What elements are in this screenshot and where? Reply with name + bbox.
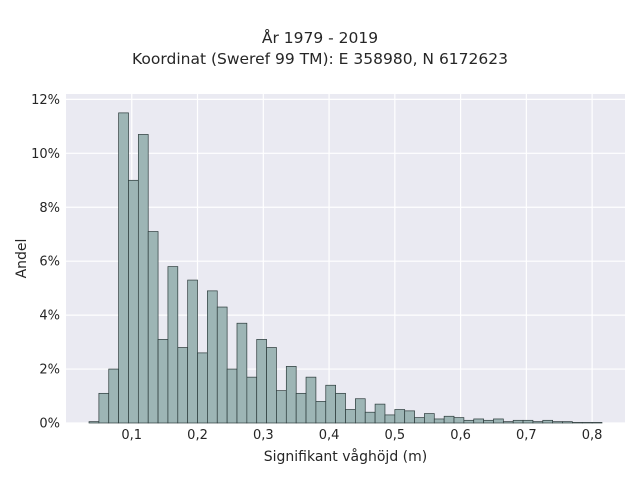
grid-lines (66, 94, 625, 424)
x-tick-label: 0,1 (121, 428, 142, 443)
histogram-bar (374, 403, 386, 424)
histogram-bar (424, 413, 435, 424)
histogram-bar (157, 339, 169, 424)
histogram-bar (364, 411, 376, 424)
y-tick-labels: 0% 2% 4% 6% 8% 10% 12% (31, 93, 60, 432)
histogram-bar (532, 421, 544, 424)
histogram-bar (325, 384, 336, 424)
histogram-bar (581, 422, 593, 424)
histogram-bar (433, 418, 445, 424)
histogram-bar (394, 409, 406, 424)
y-tick-label: 0% (39, 417, 60, 432)
histogram-bar (483, 419, 494, 424)
chart-title-line-1: År 1979 - 2019 (261, 29, 379, 47)
histogram-bar (591, 422, 603, 424)
histogram-bars (88, 112, 603, 424)
histogram-bar (295, 392, 307, 424)
x-tick-labels: 0,1 0,2 0,3 0,4 0,5 0,6 0,7 0,8 (121, 428, 602, 443)
histogram-bar (522, 419, 534, 424)
histogram-bar (552, 421, 563, 424)
histogram-bar (167, 266, 179, 424)
y-tick-label: 8% (39, 201, 60, 216)
histogram-bar (384, 414, 396, 424)
histogram-bar (355, 398, 366, 424)
x-tick-label: 0,2 (187, 428, 208, 443)
y-tick-label: 4% (39, 309, 60, 324)
histogram-bar (108, 368, 119, 424)
histogram-bar (414, 417, 425, 424)
histogram-bar (207, 290, 218, 424)
histogram-bar (345, 409, 356, 424)
histogram-bar (512, 419, 524, 424)
histogram-bar (118, 112, 129, 424)
x-tick-label: 0,6 (450, 428, 471, 443)
x-tick-label: 0,8 (582, 428, 603, 443)
histogram-bar (246, 376, 258, 424)
chart-title-line-2: Koordinat (Sweref 99 TM): E 358980, N 61… (132, 50, 508, 68)
histogram-bar (88, 421, 100, 424)
histogram-bar (236, 322, 248, 424)
histogram-bar (197, 352, 208, 424)
histogram-bar (453, 417, 465, 424)
y-tick-label: 10% (31, 147, 60, 162)
histogram-bar (542, 419, 554, 424)
histogram-bar (128, 179, 139, 424)
histogram-bar (315, 401, 327, 424)
histogram-bar (256, 339, 267, 424)
y-tick-label: 12% (31, 93, 60, 108)
histogram-bar (572, 422, 583, 424)
histogram-bar (305, 376, 317, 424)
x-tick-label: 0,3 (253, 428, 274, 443)
histogram-bar (137, 134, 149, 424)
histogram-bar (98, 392, 110, 424)
histogram-bar (493, 418, 504, 424)
y-tick-label: 2% (39, 363, 60, 378)
y-tick-label: 6% (39, 255, 60, 270)
histogram-bar (404, 410, 415, 424)
histogram-bar (473, 418, 484, 424)
histogram-bar (147, 231, 159, 424)
x-tick-label: 0,4 (319, 428, 340, 443)
x-tick-label: 0,5 (384, 428, 405, 443)
histogram-bar (187, 279, 198, 424)
histogram-bar (285, 366, 297, 424)
histogram-bar (562, 421, 573, 424)
histogram-bar (276, 390, 287, 424)
histogram-bar (502, 421, 514, 424)
histogram-bar (266, 347, 277, 424)
x-tick-label: 0,7 (516, 428, 537, 443)
histogram-bar (335, 392, 346, 424)
x-axis-label: Signifikant våghöjd (m) (264, 448, 427, 465)
histogram-bar (463, 419, 475, 424)
histogram-bar (216, 306, 228, 424)
y-axis-label: Andel (14, 239, 30, 279)
histogram-bar (226, 368, 238, 424)
histogram-bar (177, 347, 189, 424)
histogram-bar (443, 415, 455, 424)
